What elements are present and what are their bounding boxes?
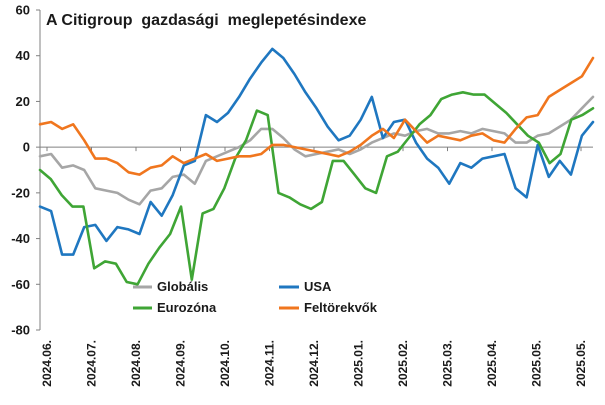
x-tick-label: 2024.11. bbox=[263, 340, 277, 386]
chart-title: A Citigroup gazdasági meglepetésindexe bbox=[44, 7, 596, 35]
x-tick-label: 2025.01. bbox=[352, 340, 366, 387]
y-tick-label: -60 bbox=[11, 277, 30, 292]
x-tick-label: 2025.03. bbox=[441, 340, 455, 387]
legend-label: Feltörekvők bbox=[304, 300, 378, 315]
x-tick-label: 2024.12. bbox=[307, 340, 321, 387]
x-tick-label: 2025.02. bbox=[396, 340, 410, 387]
x-tick-label: 2024.07. bbox=[85, 340, 99, 387]
x-tick-label: 2024.08. bbox=[129, 340, 143, 387]
y-tick-label: 40 bbox=[16, 48, 30, 63]
x-tick-label: 2025.05. bbox=[574, 340, 588, 387]
y-tick-label: 20 bbox=[16, 94, 30, 109]
x-tick-label: 2025.05. bbox=[530, 340, 544, 387]
legend: Globális USA Eurozóna Feltörekvők bbox=[133, 279, 378, 315]
axis-layer: 60 40 20 0 -20 -40 -60 -80 2024.06. 2024.07. 2024.… bbox=[11, 3, 593, 387]
x-tick-label: 2024.10. bbox=[218, 340, 232, 387]
series-line-3 bbox=[38, 91, 595, 286]
legend-label: Globális bbox=[157, 279, 208, 294]
series-layer bbox=[38, 47, 595, 286]
y-tick-label: 0 bbox=[23, 140, 30, 155]
y-tick-label: -80 bbox=[11, 323, 30, 338]
x-tick-label: 2024.09. bbox=[174, 340, 188, 387]
y-tick-label: 60 bbox=[16, 3, 30, 18]
series-line-2 bbox=[38, 47, 595, 256]
x-tick-label: 2024.06. bbox=[40, 340, 54, 387]
series-line-1 bbox=[38, 95, 595, 206]
series-line-4 bbox=[38, 56, 595, 176]
y-tick-label: -20 bbox=[11, 185, 30, 200]
y-tick-label: -40 bbox=[11, 231, 30, 246]
legend-label: Eurozóna bbox=[157, 300, 217, 315]
x-tick-label: 2025.04. bbox=[485, 340, 499, 387]
legend-label: USA bbox=[304, 279, 332, 294]
